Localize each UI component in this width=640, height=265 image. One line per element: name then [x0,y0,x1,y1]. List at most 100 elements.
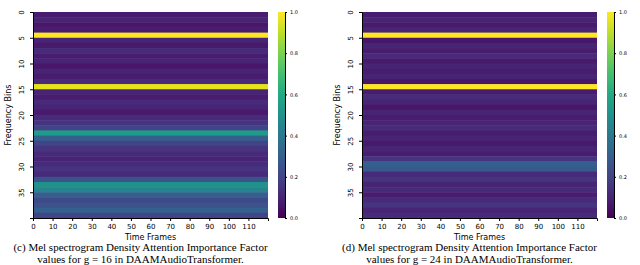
heatmap-cell [33,69,268,75]
x-tick-label: 60 [476,223,485,231]
x-tick-mark [440,218,441,221]
x-tick-mark [480,218,481,221]
caption: values for g = 24 in DAAMAudioTransforme… [366,253,573,265]
x-tick-mark [499,218,500,221]
x-tick-label: 50 [127,223,136,231]
y-tick: 0 [347,10,362,14]
heatmap-cell [362,141,597,147]
y-tick-mark [30,12,33,13]
heatmap-cell [362,151,597,157]
heatmap-cell [362,53,597,59]
heatmap-cell [362,208,597,214]
x-tick: 90 [534,218,543,231]
heatmap-cell [33,136,268,142]
y-tick: 10 [347,60,362,69]
colorbar-tick-label: 0.4 [619,133,627,139]
colorbar-tick: 0.0 [285,215,298,221]
x-tick: 50 [127,218,136,231]
x-tick-mark [170,218,171,221]
heatmap-cell [362,203,597,209]
y-tick-label: 30 [347,163,355,172]
y-tick: 10 [18,60,33,69]
colorbar-tick-label: 0.8 [619,50,627,56]
heatmap-cell [362,74,597,80]
x-axis: 0102030405060708090100110 [31,218,268,231]
y-axis: 05101520253035 [18,10,34,218]
colorbar-tick-label: 0.2 [619,174,627,180]
x-tick-mark [519,218,520,221]
heatmap-cell [362,156,597,162]
heatmap-cell [362,136,597,142]
x-tick-mark [131,218,132,221]
heatmap-cell [33,146,268,152]
heatmap-cell [33,187,268,193]
heatmap-cell [33,48,268,54]
y-tick-mark [30,115,33,116]
colorbar-tick-mark [614,12,616,13]
y-tick-mark [30,167,33,168]
panel: 010203040506070809010011005101520253035T… [4,9,298,265]
y-tick: 20 [347,111,362,120]
heatmap-cell [362,115,597,121]
y-tick-mark [30,192,33,193]
colorbar-tick-mark [614,218,616,219]
y-tick-label: 15 [347,85,355,94]
x-tick: 40 [436,218,445,231]
heatmap-cell [362,84,597,90]
y-tick-mark [30,141,33,142]
heatmap-cell [33,197,268,203]
x-axis-line [34,219,269,222]
y-tick-mark [359,38,362,39]
colorbar-tick: 0.4 [285,133,298,139]
colorbar-tick-mark [614,53,616,54]
x-tick-label: 10 [378,223,387,231]
x-tick-mark [229,218,230,221]
x-tick-label: 70 [495,223,504,231]
heatmap-cell [33,167,268,173]
heatmap-cell [33,89,268,95]
x-tick-label: 10 [49,223,58,231]
colorbar-axis-line [615,13,617,219]
heatmap-cell [362,94,597,100]
heatmap-cell [33,110,268,116]
heatmap-cell [33,17,268,23]
heatmap-cell [362,192,597,198]
colorbar-tick: 0.8 [614,50,627,56]
x-tick: 10 [49,218,58,231]
colorbar-tick-mark [285,12,287,13]
colorbar-tick-label: 1.0 [290,9,298,15]
colorbar-axis: 0.00.20.40.60.81.0 [285,9,298,221]
x-tick-mark [538,218,539,221]
x-tick-label: 20 [68,223,77,231]
heatmap-cell [33,33,268,39]
colorbar-tick-label: 0.0 [290,215,298,221]
y-axis: 05101520253035 [347,10,363,218]
heatmap-cell [362,100,597,106]
heatmap-cell [33,161,268,167]
colorbar-tick-mark [614,136,616,137]
x-axis-line [363,219,598,222]
x-tick: 80 [515,218,524,231]
x-tick: 100 [223,218,236,231]
heatmap-cell [33,94,268,100]
heatmap-cell [33,177,268,183]
heatmap-cell [33,130,268,136]
x-tick: 90 [205,218,214,231]
x-tick: 50 [456,218,465,231]
x-tick-mark [190,218,191,221]
x-tick-label: 110 [571,223,584,231]
heatmap-cell [33,151,268,157]
heatmap-cell [33,172,268,178]
x-tick-label: 90 [534,223,543,231]
colorbar-tick-mark [285,177,287,178]
colorbar-tick-mark [285,94,287,95]
heatmap-cell [362,69,597,75]
y-tick-mark [30,64,33,65]
colorbar-tick-mark [614,94,616,95]
heatmap-cell [362,17,597,23]
x-tick: 110 [571,218,584,231]
y-tick-mark [30,38,33,39]
heatmap-cell [33,22,268,28]
heatmap-cell [33,79,268,85]
y-tick-label: 5 [347,36,355,40]
